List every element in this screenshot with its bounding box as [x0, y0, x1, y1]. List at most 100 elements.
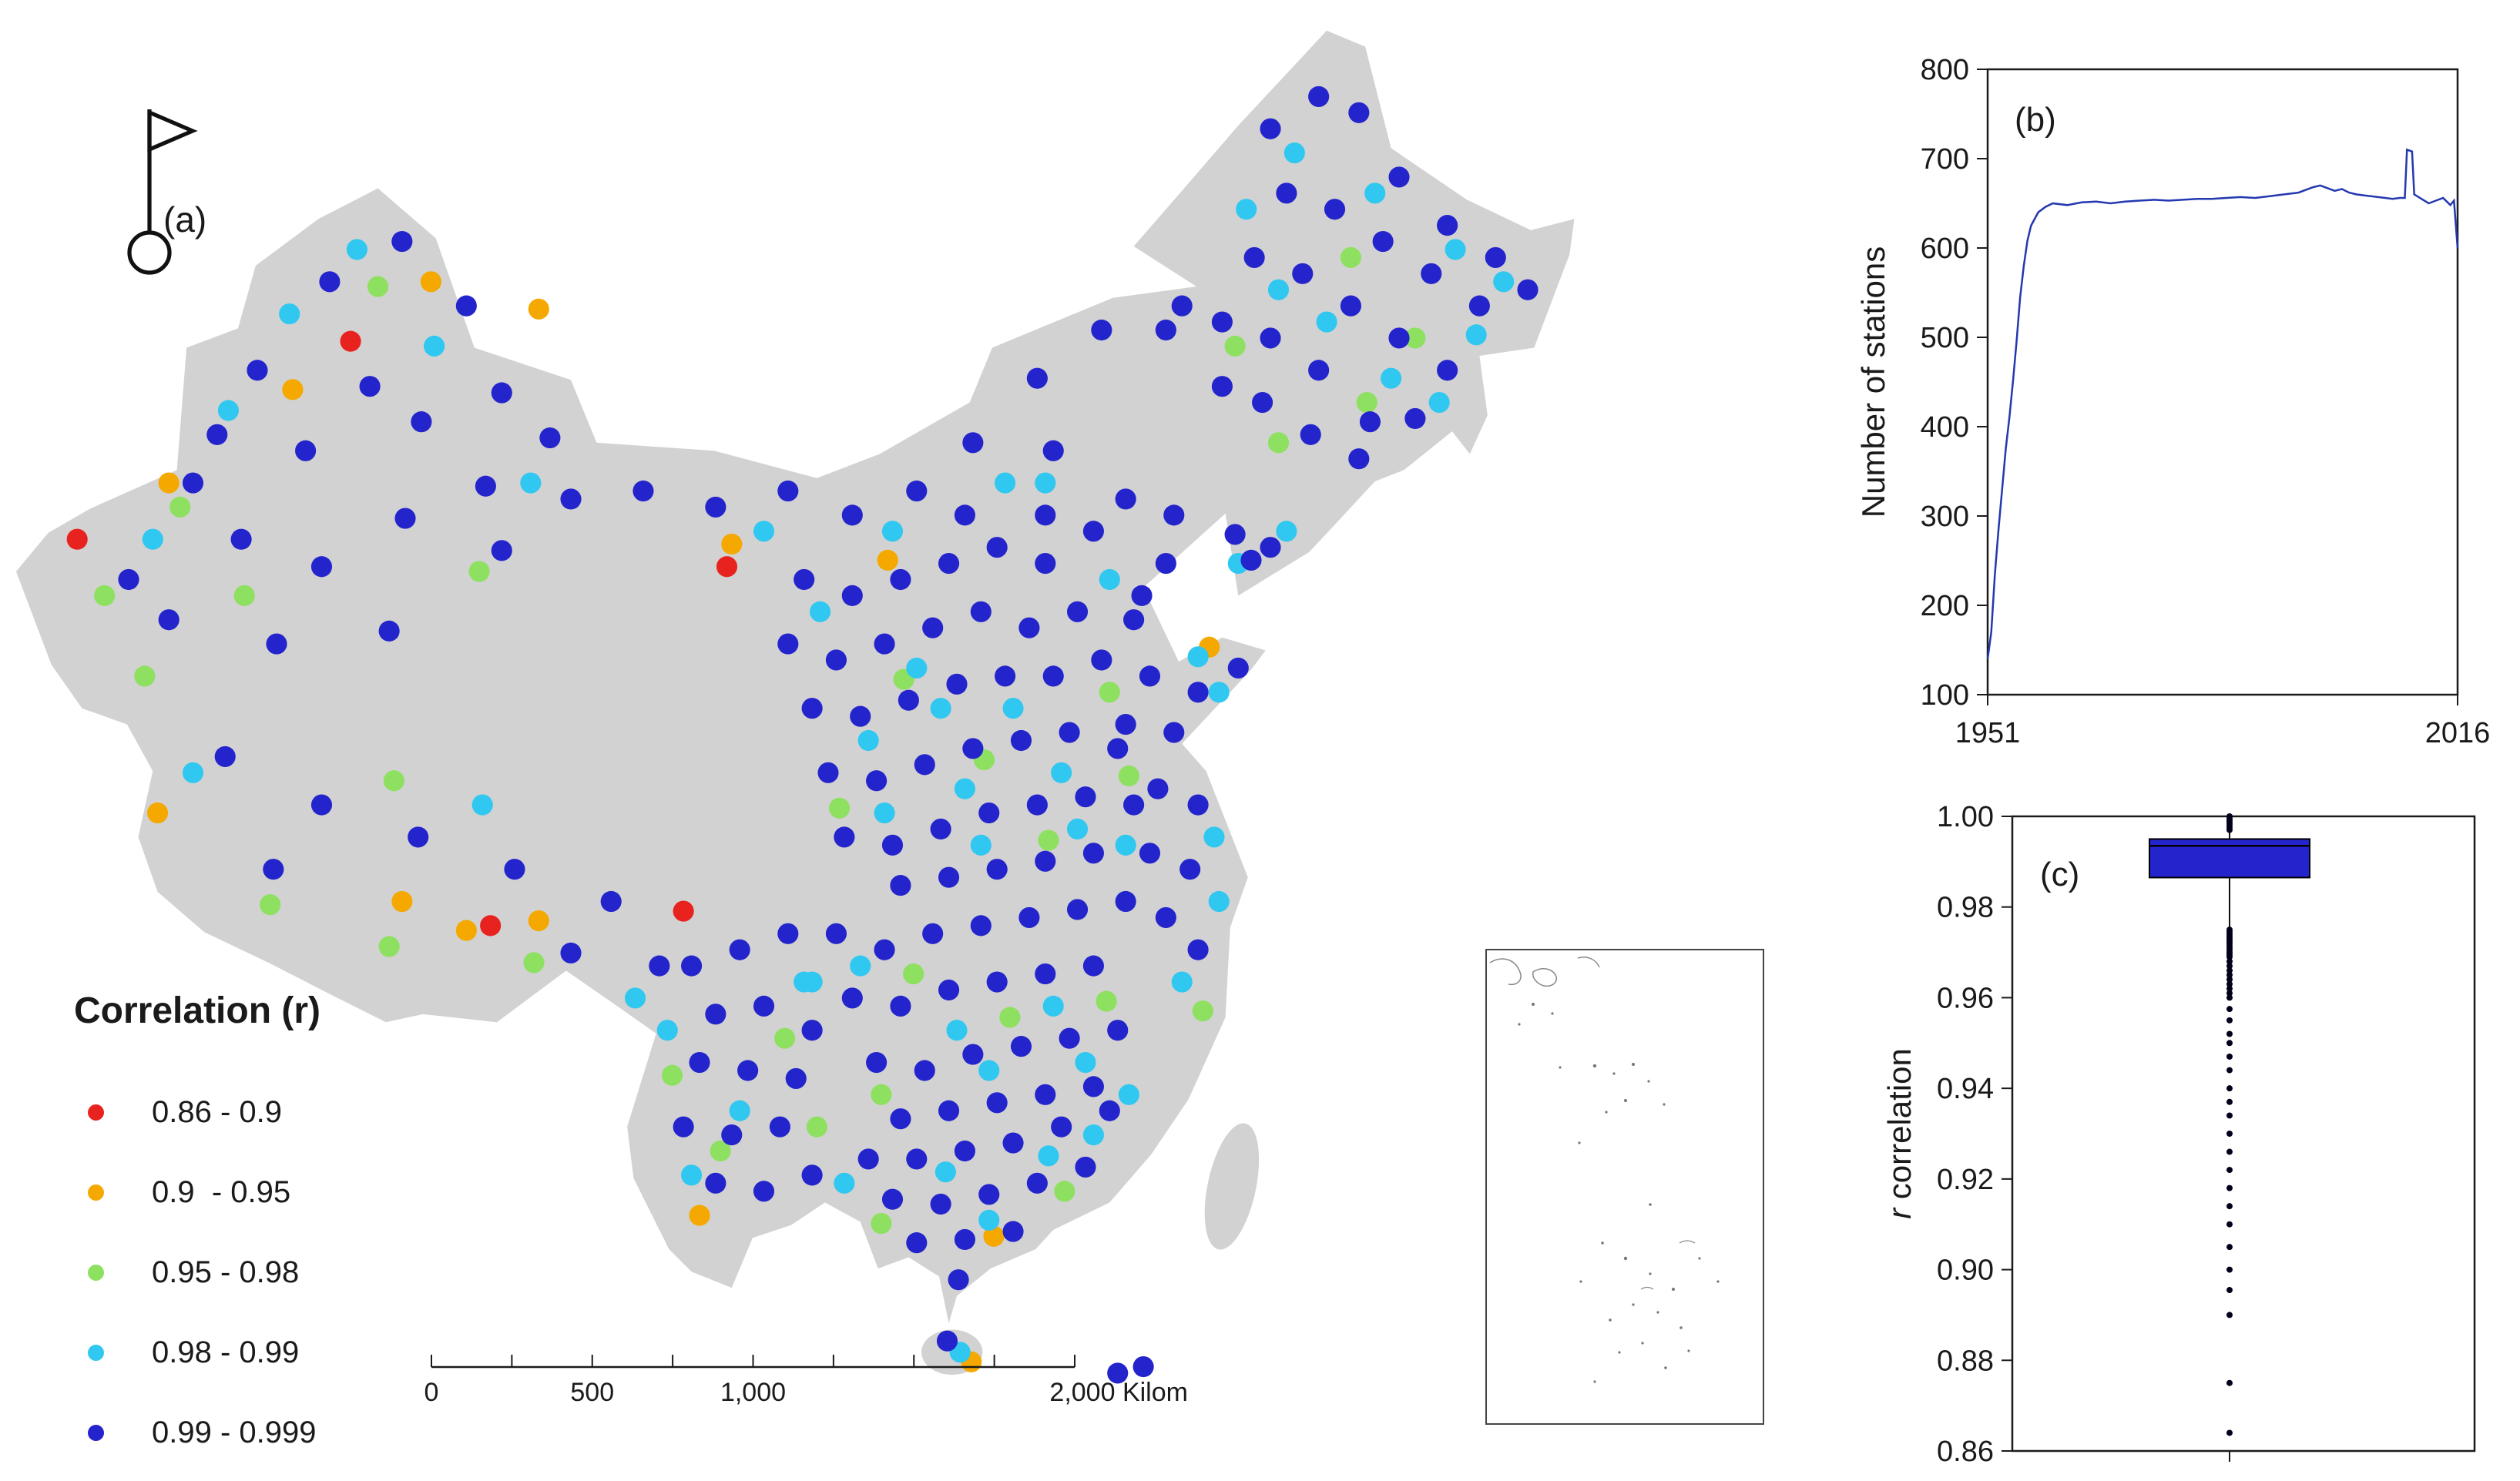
station-dot: [689, 1205, 710, 1226]
station-dot: [1155, 906, 1176, 929]
station-dot: [1147, 778, 1169, 799]
station-dot: [1082, 1124, 1104, 1146]
station-dot: [1082, 521, 1104, 542]
station-dot: [247, 360, 268, 381]
station-dot: [1316, 311, 1337, 333]
b-y-tick-label: 500: [1921, 322, 1969, 354]
station-dot: [995, 472, 1016, 494]
station-dot: [850, 955, 871, 977]
b-y-axis-ticks: 100 200 300 400 500 600 700 800: [1921, 54, 1988, 712]
station-dot: [1035, 472, 1056, 494]
station-dot: [936, 1330, 958, 1352]
panel-c-label: (c): [2040, 856, 2079, 893]
station-dot: [1131, 585, 1153, 606]
map-legend: Correlation (r) 0.86 - 0.9 0.9 - 0.95 0.95…: [69, 990, 320, 1473]
station-dot: [1359, 411, 1381, 433]
boxplot-outlier-dot: [2226, 1006, 2233, 1013]
station-dot: [1035, 963, 1056, 985]
station-dot: [378, 936, 400, 957]
station-dot: [829, 797, 851, 819]
station-dot: [721, 1124, 743, 1146]
station-dot: [1010, 1036, 1032, 1057]
boxplot-box: [2149, 838, 2310, 879]
boxplot-outlier-dot: [2226, 967, 2233, 974]
station-dot: [1517, 279, 1539, 300]
boxplot-outlier-dot: [2226, 1053, 2233, 1060]
station-dot: [881, 1188, 904, 1210]
station-dot: [560, 488, 582, 510]
station-dot: [1300, 424, 1321, 445]
station-dot: [1276, 183, 1297, 204]
station-dot: [1171, 971, 1193, 993]
station-dot: [319, 271, 341, 293]
station-dot: [906, 1148, 928, 1170]
station-dot: [978, 1209, 1000, 1231]
station-dot: [600, 890, 622, 913]
boxplot-outlier-dot: [2226, 1287, 2233, 1294]
station-dot: [801, 1164, 823, 1186]
station-dot: [1018, 906, 1040, 929]
station-dot: [777, 923, 799, 944]
station-dot: [1388, 166, 1410, 188]
station-dot: [1283, 142, 1305, 164]
station-dot: [962, 432, 984, 454]
station-dot: [1203, 826, 1225, 848]
station-dot: [930, 818, 951, 840]
station-dot: [182, 472, 204, 494]
station-dot: [1075, 1156, 1096, 1178]
boxplot-outlier-dot: [2226, 972, 2233, 978]
b-y-axis-title: Number of stations: [1855, 246, 1891, 518]
station-dot: [1035, 850, 1056, 872]
station-dot: [954, 504, 975, 526]
station-dot: [1428, 391, 1450, 414]
station-dot: [1224, 335, 1246, 357]
station-dot: [158, 609, 180, 631]
b-y-tick-label: 800: [1921, 54, 1969, 86]
station-dot: [1179, 859, 1201, 880]
station-dot: [866, 1051, 888, 1074]
station-dot: [468, 561, 490, 582]
station-dot: [391, 230, 413, 253]
station-dot: [217, 400, 239, 421]
station-dot: [874, 633, 895, 655]
station-dot: [233, 585, 255, 606]
c-y-tick-label: 0.86: [1937, 1436, 1994, 1468]
legend-class-dot: [88, 1344, 104, 1361]
b-x-tick-label: 1951: [1955, 717, 2021, 749]
station-dot: [1240, 549, 1262, 571]
legend-class-label: 0.95 - 0.98: [152, 1255, 300, 1289]
station-dot: [705, 496, 726, 518]
station-dot: [1348, 102, 1370, 123]
station-dot: [633, 480, 654, 502]
station-dot: [1091, 649, 1112, 671]
station-dot: [970, 915, 992, 937]
station-dot: [539, 427, 561, 449]
station-dot: [866, 770, 888, 792]
station-dot: [1132, 1356, 1154, 1378]
station-dot: [1066, 818, 1089, 840]
inset-islands: [1489, 957, 1720, 1383]
station-dot: [260, 894, 281, 916]
legend-item: 0.99 - 0.999: [69, 1392, 320, 1473]
legend-title: Correlation (r): [74, 990, 321, 1031]
station-dot: [938, 1100, 960, 1121]
boxplot-outlier-dot: [2226, 985, 2233, 992]
station-dot: [954, 1228, 975, 1251]
station-dot: [1267, 432, 1290, 454]
station-dot: [1324, 199, 1346, 220]
station-dot: [528, 910, 549, 932]
station-dot: [938, 979, 960, 1001]
station-dot: [986, 537, 1008, 558]
station-dot: [158, 472, 180, 494]
station-dot: [1038, 829, 1059, 851]
boxplot-outlier-dot: [2226, 1148, 2233, 1155]
china-mainland-shape: [15, 30, 1575, 1324]
boxplot-outlier-dot: [2226, 1429, 2233, 1436]
station-dot: [1082, 1076, 1104, 1097]
station-dot: [182, 762, 204, 783]
station-dot: [1107, 738, 1129, 759]
station-dot: [1187, 794, 1209, 816]
station-dot: [408, 826, 429, 848]
station-dot: [1075, 786, 1096, 808]
boxplot-outlier-dot: [2226, 1312, 2233, 1318]
